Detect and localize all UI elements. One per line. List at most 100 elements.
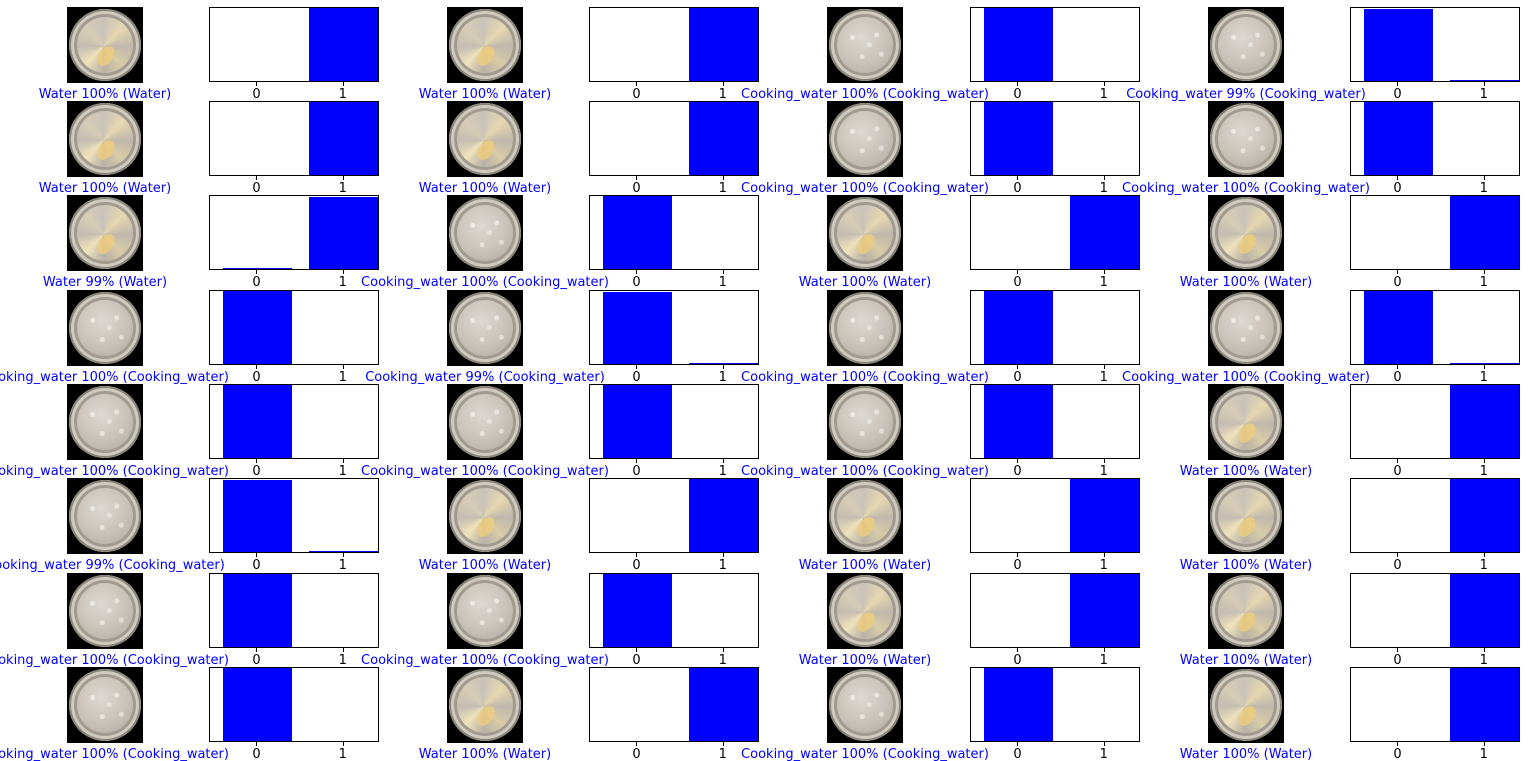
probability-bar-chart — [209, 384, 379, 459]
x-tick-label: 0 — [632, 370, 641, 385]
probability-bar-class-0 — [983, 102, 1053, 175]
x-tick-label: 1 — [338, 370, 347, 385]
probability-bar-chart — [970, 384, 1140, 459]
probability-bar-chart — [209, 7, 379, 82]
x-tick-mark — [636, 176, 638, 180]
x-tick-label: 0 — [1393, 181, 1402, 196]
probability-bar-chart — [589, 573, 759, 648]
sample-image — [1208, 384, 1284, 460]
probability-bar-chart — [1350, 101, 1520, 176]
light-glare — [853, 608, 879, 636]
x-tick-mark — [1483, 365, 1485, 369]
x-tick-label: 0 — [1393, 653, 1402, 668]
probability-bar-chart — [1350, 195, 1520, 270]
x-tick-label: 0 — [1393, 558, 1402, 573]
cooking-water-pan-image — [69, 386, 141, 458]
probability-bar-class-0 — [983, 8, 1053, 81]
x-tick-label: 1 — [338, 275, 347, 290]
probability-bar-chart — [209, 290, 379, 365]
prediction-label: Cooking_water 99% (Cooking_water) — [0, 558, 225, 573]
water-pan-image — [829, 480, 901, 552]
sample-image — [1208, 478, 1284, 554]
x-tick-mark — [636, 648, 638, 652]
x-tick-label: 0 — [252, 275, 261, 290]
residue-specks — [843, 23, 891, 71]
sample-image — [827, 573, 903, 649]
probability-bar-class-1 — [1070, 479, 1140, 552]
x-tick-mark — [1483, 82, 1485, 86]
probability-bar-chart — [970, 573, 1140, 648]
prediction-label: Cooking_water 100% (Cooking_water) — [0, 464, 229, 479]
probability-bar-chart — [589, 478, 759, 553]
sample-image — [447, 7, 523, 83]
x-tick-label: 0 — [632, 87, 641, 102]
sample-image — [827, 195, 903, 271]
x-tick-mark — [256, 742, 258, 746]
water-pan-image — [449, 480, 521, 552]
x-tick-label: 0 — [1393, 747, 1402, 761]
x-tick-mark — [1017, 742, 1019, 746]
x-tick-label: 0 — [632, 275, 641, 290]
x-tick-label: 0 — [1013, 87, 1022, 102]
probability-bar-class-1 — [1450, 385, 1520, 458]
water-pan-image — [1210, 669, 1282, 741]
x-tick-label: 1 — [1479, 653, 1488, 668]
x-tick-mark — [342, 82, 344, 86]
x-tick-label: 0 — [252, 370, 261, 385]
x-tick-mark — [636, 365, 638, 369]
cooking-water-pan-image — [829, 292, 901, 364]
x-tick-label: 1 — [338, 653, 347, 668]
light-glare — [1234, 702, 1260, 730]
x-tick-mark — [1397, 553, 1399, 557]
probability-bar-chart — [589, 384, 759, 459]
x-tick-label: 1 — [1479, 558, 1488, 573]
x-tick-mark — [256, 365, 258, 369]
sample-image — [1208, 667, 1284, 743]
water-pan-image — [829, 197, 901, 269]
x-tick-label: 1 — [1479, 370, 1488, 385]
probability-bar-class-1 — [689, 102, 759, 175]
probability-bar-class-1 — [689, 8, 759, 81]
x-tick-mark — [722, 553, 724, 557]
x-tick-label: 0 — [1013, 275, 1022, 290]
prediction-label: Water 100% (Water) — [418, 747, 552, 761]
sample-image — [827, 667, 903, 743]
x-tick-label: 0 — [1013, 653, 1022, 668]
probability-bar-class-0 — [983, 668, 1053, 741]
sample-image — [827, 7, 903, 83]
residue-specks — [83, 400, 131, 448]
sample-image — [827, 478, 903, 554]
x-tick-mark — [1017, 82, 1019, 86]
prediction-label: Water 100% (Water) — [1179, 747, 1313, 761]
probability-bar-class-1 — [309, 196, 379, 269]
prediction-label: Cooking_water 99% (Cooking_water) — [365, 370, 605, 385]
prediction-label: Cooking_water 100% (Cooking_water) — [741, 370, 989, 385]
probability-bar-chart — [970, 478, 1140, 553]
probability-bar-class-0 — [222, 291, 292, 364]
x-tick-mark — [1397, 270, 1399, 274]
prediction-label: Cooking_water 100% (Cooking_water) — [361, 653, 609, 668]
x-tick-mark — [342, 459, 344, 463]
probability-bar-class-0 — [602, 385, 672, 458]
x-tick-mark — [636, 270, 638, 274]
light-glare — [473, 702, 499, 730]
x-tick-mark — [1017, 270, 1019, 274]
x-tick-mark — [1483, 270, 1485, 274]
x-tick-mark — [636, 459, 638, 463]
light-glare — [1234, 513, 1260, 541]
cooking-water-pan-image — [829, 386, 901, 458]
water-pan-image — [1210, 480, 1282, 552]
x-tick-label: 1 — [1479, 464, 1488, 479]
x-tick-label: 0 — [1013, 464, 1022, 479]
residue-specks — [843, 117, 891, 165]
x-tick-label: 0 — [632, 181, 641, 196]
prediction-label: Water 100% (Water) — [798, 558, 932, 573]
probability-bar-class-0 — [222, 574, 292, 647]
x-tick-mark — [256, 459, 258, 463]
probability-bar-chart — [1350, 667, 1520, 742]
x-tick-mark — [722, 365, 724, 369]
x-tick-label: 0 — [252, 558, 261, 573]
water-pan-image — [69, 9, 141, 81]
x-tick-mark — [1483, 553, 1485, 557]
probability-bar-class-1 — [309, 551, 379, 552]
